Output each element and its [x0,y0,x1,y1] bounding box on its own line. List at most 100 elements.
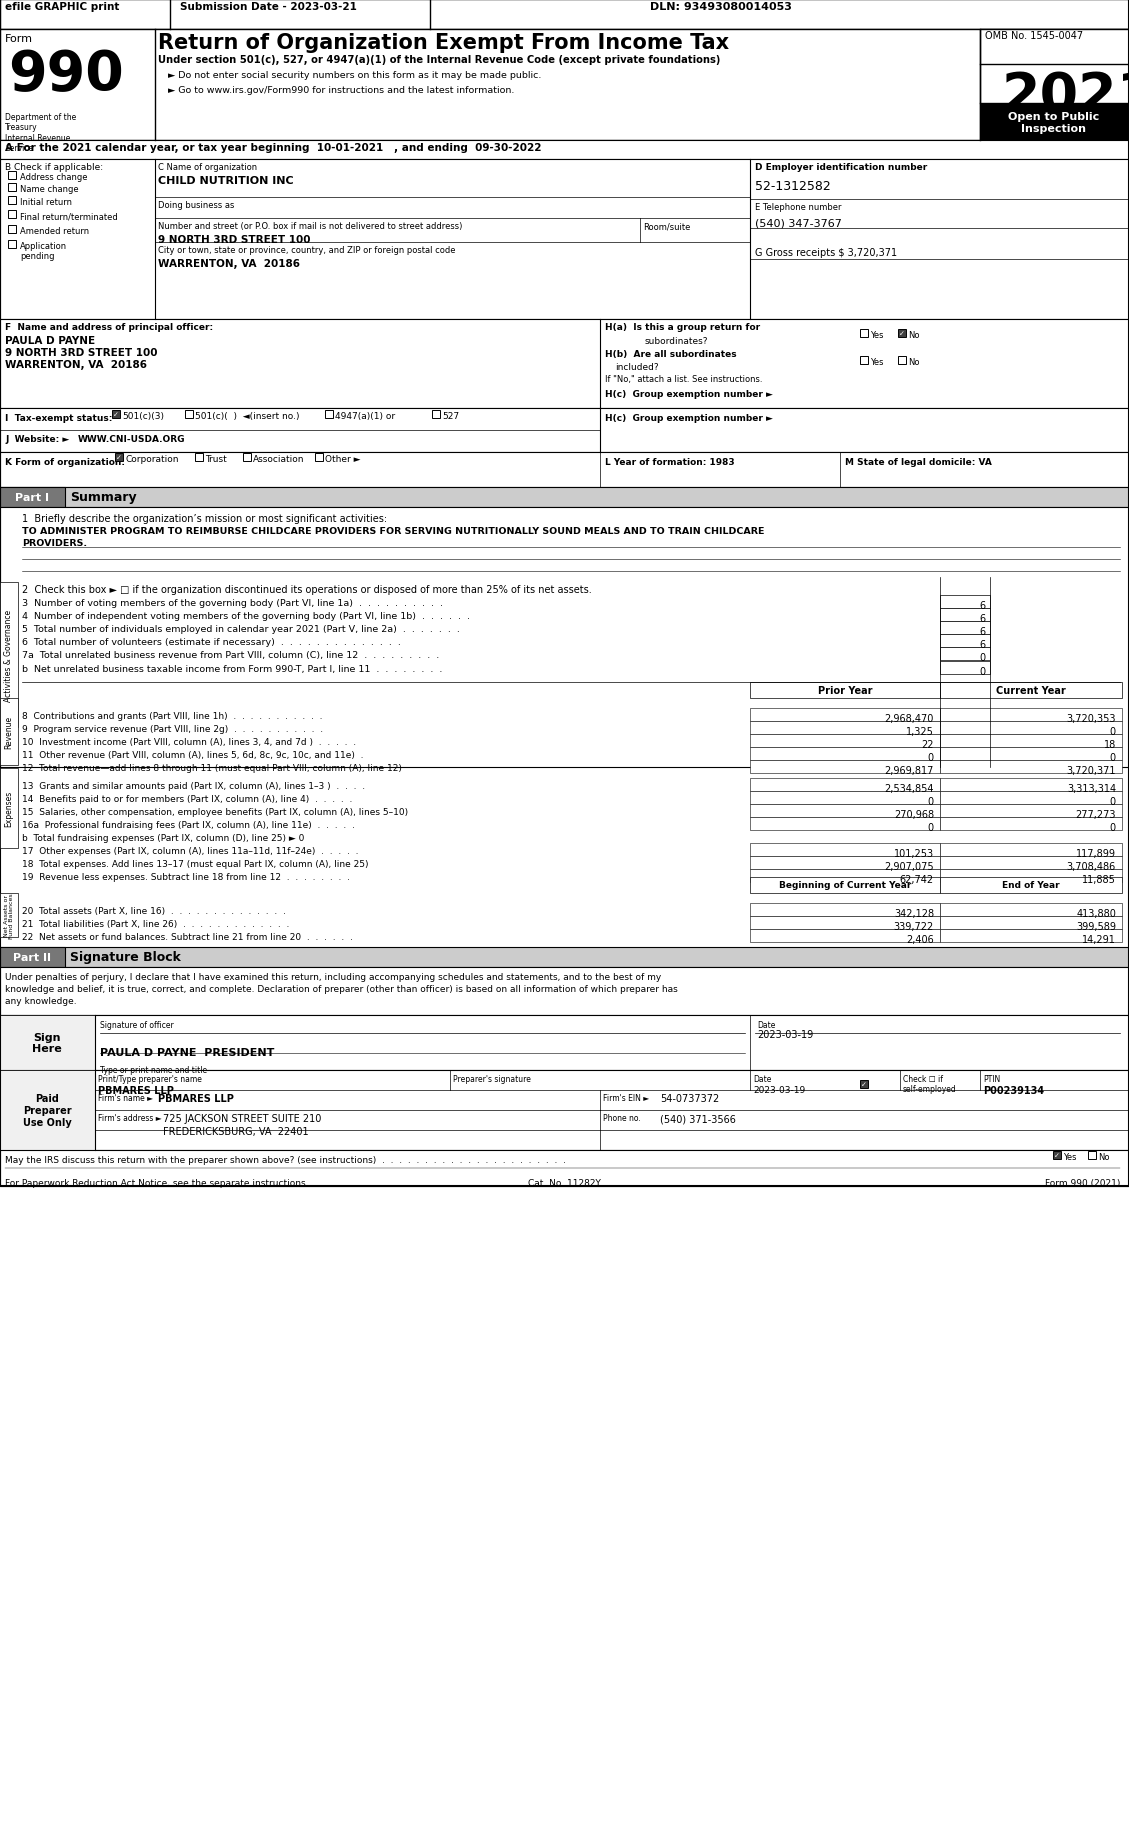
Text: 6: 6 [980,626,986,637]
Text: 9 NORTH 3RD STREET 100: 9 NORTH 3RD STREET 100 [5,348,158,359]
Bar [940,721,1122,734]
Bar [750,869,940,882]
Bar [940,622,990,635]
Bar [750,844,940,856]
Text: Print/Type preparer's name: Print/Type preparer's name [98,1074,202,1083]
Bar [0,489,1129,507]
Text: CHILD NUTRITION INC: CHILD NUTRITION INC [158,176,294,187]
Bar [980,104,1129,141]
Text: E Telephone number: E Telephone number [755,203,841,212]
Text: B Check if applicable:: B Check if applicable: [5,163,103,172]
Bar [0,948,1129,968]
Bar [0,0,1129,1186]
Bar [325,410,333,419]
Bar [940,818,1122,831]
Text: 1  Briefly describe the organization’s mission or most significant activities:: 1 Briefly describe the organization’s mi… [21,514,387,523]
Bar [0,141,1129,159]
Text: C Name of organization: C Name of organization [158,163,257,172]
Text: Submission Date - 2023-03-21: Submission Date - 2023-03-21 [180,2,357,13]
Bar [750,805,940,818]
Text: Trust: Trust [205,454,227,463]
Bar [750,818,940,831]
Text: Type or print name and title: Type or print name and title [100,1065,207,1074]
Bar [940,683,1122,699]
Text: Application
pending: Application pending [20,242,67,262]
Bar [940,869,1122,882]
Text: City or town, state or province, country, and ZIP or foreign postal code: City or town, state or province, country… [158,245,455,254]
Text: Open to Public
Inspection: Open to Public Inspection [1008,112,1100,134]
Text: OMB No. 1545-0047: OMB No. 1545-0047 [984,31,1083,40]
Text: Beginning of Current Year: Beginning of Current Year [779,880,911,889]
Bar [115,454,123,461]
Bar [940,609,990,622]
Text: 4947(a)(1) or: 4947(a)(1) or [335,412,395,421]
Text: May the IRS discuss this return with the preparer shown above? (see instructions: May the IRS discuss this return with the… [5,1155,566,1164]
Bar [1053,1151,1060,1158]
Text: 0: 0 [1110,727,1115,737]
Text: Association: Association [253,454,305,463]
Bar [980,29,1129,141]
Bar [185,410,193,419]
Text: 270,968: 270,968 [894,809,934,820]
Text: Cat. No. 11282Y: Cat. No. 11282Y [527,1179,601,1188]
Text: 2023-03-19: 2023-03-19 [753,1085,805,1094]
Text: A For the 2021 calendar year, or tax year beginning  10-01-2021   , and ending  : A For the 2021 calendar year, or tax yea… [5,143,542,154]
Bar [0,1071,95,1151]
Text: 12  Total revenue—add lines 8 through 11 (must equal Part VIII, column (A), line: 12 Total revenue—add lines 8 through 11 … [21,763,402,772]
Bar [940,708,1122,721]
Text: 2,968,470: 2,968,470 [885,714,934,723]
Bar [8,198,16,205]
Bar [195,454,203,461]
Text: 0: 0 [1110,752,1115,763]
Text: Signature Block: Signature Block [70,952,181,964]
Text: 21  Total liabilities (Part X, line 26)  .  .  .  .  .  .  .  .  .  .  .  .  .: 21 Total liabilities (Part X, line 26) .… [21,919,289,928]
Text: 9 NORTH 3RD STREET 100: 9 NORTH 3RD STREET 100 [158,234,310,245]
Bar [860,1080,868,1089]
Text: 2,406: 2,406 [907,935,934,944]
Text: No: No [908,331,919,340]
Text: Preparer's signature: Preparer's signature [453,1074,531,1083]
Text: 20  Total assets (Part X, line 16)  .  .  .  .  .  .  .  .  .  .  .  .  .  .: 20 Total assets (Part X, line 16) . . . … [21,906,286,915]
Bar [0,159,1129,320]
Text: Number and street (or P.O. box if mail is not delivered to street address): Number and street (or P.O. box if mail i… [158,221,463,231]
Text: H(c)  Group exemption number ►: H(c) Group exemption number ► [605,414,773,423]
Bar [750,734,940,748]
Text: 342,128: 342,128 [894,908,934,919]
Bar [0,320,1129,408]
Text: Yes: Yes [870,331,884,340]
Text: PAULA D PAYNE: PAULA D PAYNE [5,337,95,346]
Text: ✓: ✓ [113,412,119,417]
Text: 0: 0 [980,666,986,677]
Bar [0,507,1129,767]
Text: 2,534,854: 2,534,854 [884,783,934,794]
Text: J  Website: ►: J Website: ► [5,436,69,443]
Bar [940,878,1122,893]
Bar [750,856,940,869]
Text: 13  Grants and similar amounts paid (Part IX, column (A), lines 1–3 )  .  .  .  : 13 Grants and similar amounts paid (Part… [21,781,365,791]
Bar [0,968,1129,1016]
Text: 0: 0 [1110,822,1115,833]
Bar [1088,1151,1096,1160]
Text: Amended return: Amended return [20,227,89,236]
Text: 4  Number of independent voting members of the governing body (Part VI, line 1b): 4 Number of independent voting members o… [21,611,470,620]
Text: 6: 6 [980,600,986,611]
Text: If "No," attach a list. See instructions.: If "No," attach a list. See instructions… [605,375,762,384]
Text: 2,907,075: 2,907,075 [884,862,934,871]
Text: Expenses: Expenses [5,791,14,827]
Text: Phone no.: Phone no. [603,1113,641,1122]
Text: Room/suite: Room/suite [644,221,690,231]
Text: DLN: 93493080014053: DLN: 93493080014053 [650,2,791,13]
Bar [898,357,905,364]
Text: 339,722: 339,722 [894,922,934,931]
Text: 5  Total number of individuals employed in calendar year 2021 (Part V, line 2a) : 5 Total number of individuals employed i… [21,624,460,633]
Text: 18: 18 [1104,739,1115,750]
Text: PTIN: PTIN [983,1074,1000,1083]
Text: PAULA D PAYNE  PRESIDENT: PAULA D PAYNE PRESIDENT [100,1047,274,1058]
Text: 1,325: 1,325 [907,727,934,737]
Text: 15  Salaries, other compensation, employee benefits (Part IX, column (A), lines : 15 Salaries, other compensation, employe… [21,807,408,816]
Bar [750,683,940,699]
Bar [113,412,120,419]
Bar [940,844,1122,856]
Text: H(c)  Group exemption number ►: H(c) Group exemption number ► [605,390,773,399]
Text: Sign
Here: Sign Here [32,1032,62,1054]
